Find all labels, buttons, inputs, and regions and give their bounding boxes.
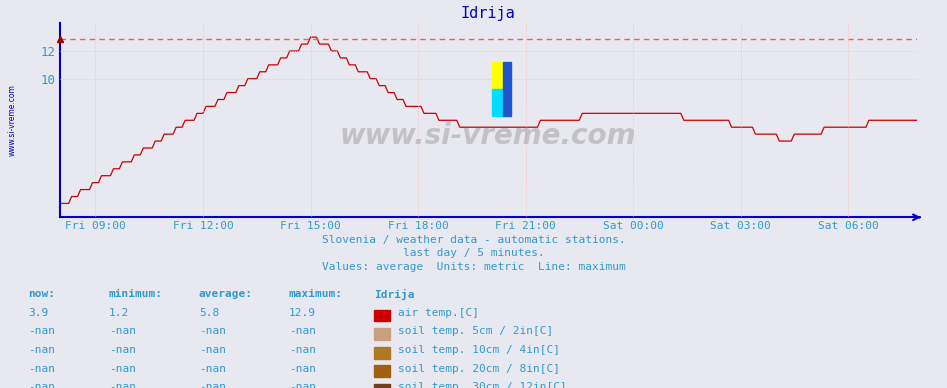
Text: now:: now: — [28, 289, 56, 299]
Text: -nan: -nan — [199, 382, 226, 388]
Text: -nan: -nan — [28, 326, 56, 336]
Text: -nan: -nan — [28, 345, 56, 355]
Text: 3.9: 3.9 — [28, 308, 48, 318]
Text: 12.9: 12.9 — [289, 308, 316, 318]
Bar — [503, 62, 511, 116]
Text: Slovenia / weather data - automatic stations.: Slovenia / weather data - automatic stat… — [322, 235, 625, 245]
Text: -nan: -nan — [199, 345, 226, 355]
Text: 5.8: 5.8 — [199, 308, 219, 318]
Text: -nan: -nan — [109, 326, 136, 336]
Text: -nan: -nan — [28, 364, 56, 374]
Text: -nan: -nan — [199, 326, 226, 336]
Text: soil temp. 20cm / 8in[C]: soil temp. 20cm / 8in[C] — [398, 364, 560, 374]
Text: -nan: -nan — [289, 364, 316, 374]
Text: -nan: -nan — [199, 364, 226, 374]
Text: average:: average: — [199, 289, 253, 299]
Text: air temp.[C]: air temp.[C] — [398, 308, 479, 318]
Text: soil temp. 30cm / 12in[C]: soil temp. 30cm / 12in[C] — [398, 382, 566, 388]
Text: -nan: -nan — [109, 382, 136, 388]
Text: soil temp. 5cm / 2in[C]: soil temp. 5cm / 2in[C] — [398, 326, 553, 336]
Text: -nan: -nan — [289, 382, 316, 388]
Text: soil temp. 10cm / 4in[C]: soil temp. 10cm / 4in[C] — [398, 345, 560, 355]
Text: 1.2: 1.2 — [109, 308, 129, 318]
Text: www.si-vreme.com: www.si-vreme.com — [8, 84, 17, 156]
Text: last day / 5 minutes.: last day / 5 minutes. — [402, 248, 545, 258]
Text: -nan: -nan — [289, 345, 316, 355]
Text: maximum:: maximum: — [289, 289, 343, 299]
Text: -nan: -nan — [289, 326, 316, 336]
Bar — [492, 89, 503, 116]
Text: Values: average  Units: metric  Line: maximum: Values: average Units: metric Line: maxi… — [322, 262, 625, 272]
Text: -nan: -nan — [109, 364, 136, 374]
Title: Idrija: Idrija — [461, 6, 515, 21]
Bar — [492, 62, 503, 89]
Text: www.si-vreme.com: www.si-vreme.com — [340, 122, 636, 150]
Text: minimum:: minimum: — [109, 289, 163, 299]
Text: Idrija: Idrija — [374, 289, 415, 300]
Text: -nan: -nan — [109, 345, 136, 355]
Text: -nan: -nan — [28, 382, 56, 388]
